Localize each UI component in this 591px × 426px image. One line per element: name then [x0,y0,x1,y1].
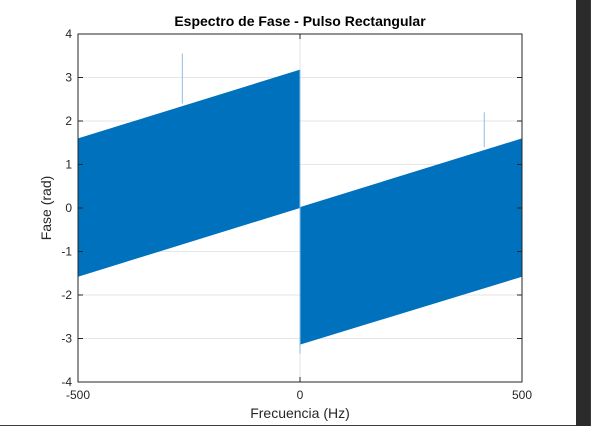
y-tick-label: 1 [65,158,72,172]
y-tick-label: -4 [61,375,72,389]
y-axis-label: Fase (rad) [38,176,54,241]
y-tick-label: -2 [61,288,72,302]
phase-bands [78,69,522,345]
y-tick-label: 4 [65,27,72,41]
phase-spikes [181,53,485,354]
x-tick-label: 0 [297,388,304,402]
x-tick-labels: -500 0 500 [66,388,532,402]
y-tick-labels: 4 3 2 1 0 -1 -2 -3 -4 [61,27,72,389]
y-tick-label: 0 [65,201,72,215]
phase-band-2 [300,138,522,345]
y-tick-label: -3 [61,332,72,346]
x-tick-label: -500 [66,388,90,402]
y-tick-label: 2 [65,114,72,128]
window-edge [576,0,590,426]
y-tick-label: 3 [65,71,72,85]
chart-title: Espectro de Fase - Pulso Rectangular [174,13,426,29]
x-tick-label: 500 [512,388,532,402]
phase-band-1 [78,69,300,277]
y-tick-label: -1 [61,245,72,259]
phase-spectrum-chart: -500 0 500 4 3 2 1 0 -1 -2 -3 -4 Espectro de Fase … [38,13,532,421]
x-axis-label: Frecuencia (Hz) [250,405,350,421]
tick-marks [77,33,523,383]
